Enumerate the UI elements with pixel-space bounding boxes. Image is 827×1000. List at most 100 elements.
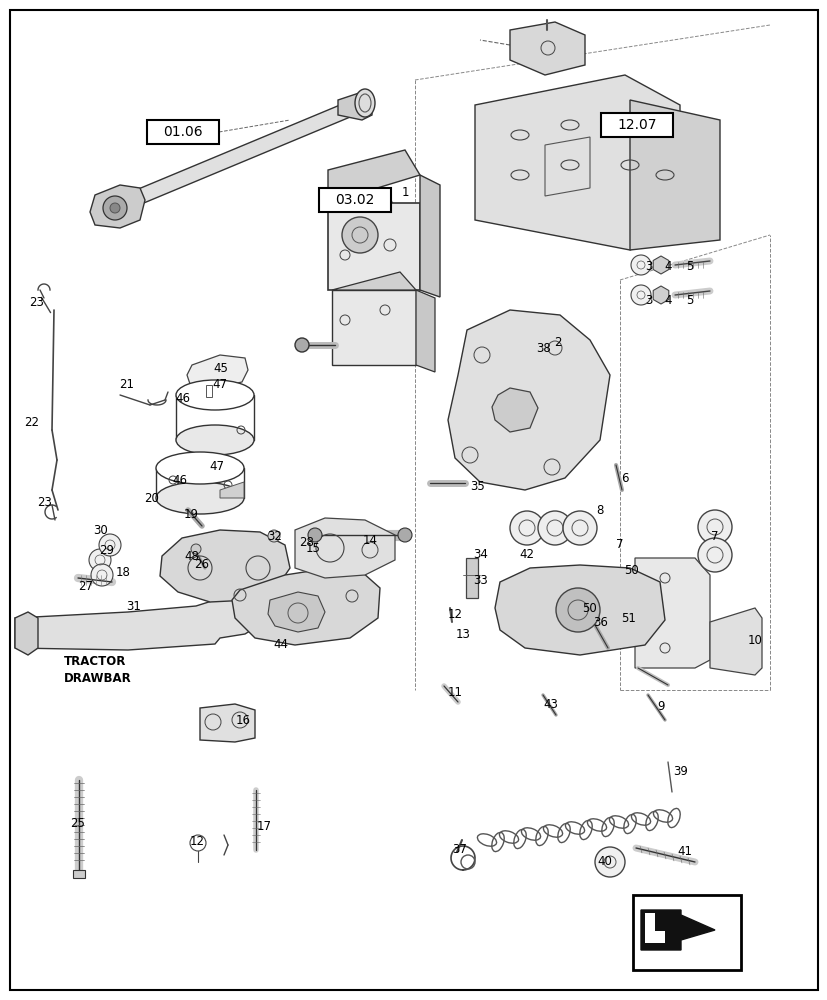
Text: 31: 31 [127, 599, 141, 612]
Circle shape [268, 530, 280, 542]
Text: 9: 9 [657, 700, 664, 714]
Ellipse shape [155, 452, 244, 484]
Ellipse shape [176, 380, 254, 410]
Polygon shape [268, 592, 325, 632]
Text: 16: 16 [235, 714, 251, 726]
Text: 50: 50 [582, 601, 596, 614]
Ellipse shape [155, 482, 244, 514]
Circle shape [595, 847, 624, 877]
Text: 19: 19 [184, 508, 198, 522]
Text: 27: 27 [79, 580, 93, 592]
Text: 7: 7 [615, 538, 623, 552]
Text: 4: 4 [663, 259, 671, 272]
Polygon shape [294, 518, 394, 578]
Circle shape [110, 203, 120, 213]
Circle shape [630, 255, 650, 275]
Text: 3: 3 [644, 259, 652, 272]
Polygon shape [415, 290, 434, 372]
Circle shape [103, 196, 127, 220]
Circle shape [697, 538, 731, 572]
Polygon shape [232, 568, 380, 645]
Polygon shape [15, 594, 258, 650]
Polygon shape [419, 175, 439, 297]
Text: 26: 26 [194, 558, 209, 570]
Polygon shape [327, 203, 419, 290]
Polygon shape [491, 388, 538, 432]
Text: 43: 43 [543, 698, 557, 712]
Text: 47: 47 [209, 460, 224, 474]
Text: 46: 46 [175, 391, 190, 404]
Text: 23: 23 [37, 496, 52, 510]
Text: 41: 41 [676, 845, 691, 858]
Circle shape [294, 338, 308, 352]
Polygon shape [100, 105, 355, 215]
Text: TRACTOR
DRAWBAR: TRACTOR DRAWBAR [64, 655, 131, 685]
Text: 30: 30 [93, 524, 108, 536]
Text: 34: 34 [473, 548, 488, 562]
Bar [600, 113, 672, 137]
Text: 20: 20 [145, 491, 160, 504]
Text: 51: 51 [621, 611, 636, 624]
Text: 1: 1 [401, 186, 409, 200]
Text: 11: 11 [447, 686, 462, 700]
Circle shape [308, 528, 322, 542]
Polygon shape [640, 910, 715, 950]
Text: 39: 39 [672, 765, 687, 778]
Text: 6: 6 [620, 472, 628, 485]
Text: 12: 12 [447, 608, 462, 621]
Polygon shape [90, 185, 145, 228]
Polygon shape [337, 92, 371, 120]
Text: 32: 32 [267, 530, 282, 542]
Bar [466, 558, 477, 598]
Text: 25: 25 [70, 817, 85, 830]
Circle shape [538, 511, 571, 545]
Text: 48: 48 [184, 550, 199, 564]
Circle shape [342, 217, 378, 253]
Text: 22: 22 [25, 416, 40, 428]
Circle shape [630, 285, 650, 305]
Text: 38: 38 [536, 342, 551, 355]
Bar [147, 120, 218, 144]
Circle shape [562, 511, 596, 545]
Text: 2: 2 [553, 336, 561, 350]
Text: 12.07: 12.07 [616, 118, 656, 132]
Circle shape [91, 564, 112, 586]
Text: 8: 8 [595, 504, 603, 516]
Polygon shape [332, 290, 415, 365]
Ellipse shape [176, 425, 254, 455]
Text: 45: 45 [213, 361, 228, 374]
Circle shape [398, 528, 412, 542]
Circle shape [88, 549, 111, 571]
Text: 36: 36 [593, 615, 608, 629]
Text: 15: 15 [305, 542, 320, 554]
Text: 14: 14 [362, 534, 377, 546]
Text: 03.02: 03.02 [335, 193, 375, 207]
Text: 3: 3 [644, 294, 652, 306]
Text: 35: 35 [470, 481, 485, 493]
Polygon shape [160, 530, 289, 602]
Polygon shape [332, 272, 415, 290]
Polygon shape [495, 565, 664, 655]
Text: 4: 4 [663, 294, 671, 306]
Circle shape [191, 544, 201, 554]
Text: 37: 37 [452, 843, 467, 856]
Text: 5: 5 [686, 259, 693, 272]
Circle shape [697, 510, 731, 544]
Text: 40: 40 [597, 855, 612, 868]
Text: 21: 21 [119, 378, 134, 391]
Bar [206, 385, 212, 397]
Text: 17: 17 [256, 820, 271, 833]
Text: 23: 23 [30, 296, 45, 310]
Text: 46: 46 [172, 475, 187, 488]
Text: 28: 28 [299, 536, 314, 550]
Polygon shape [15, 612, 38, 655]
Text: 44: 44 [273, 638, 288, 650]
Polygon shape [187, 355, 248, 388]
Polygon shape [447, 310, 609, 490]
Text: 42: 42 [519, 548, 534, 560]
Bar [318, 188, 390, 212]
Text: 50: 50 [624, 564, 638, 576]
Text: 10: 10 [747, 635, 762, 648]
Text: 01.06: 01.06 [163, 125, 203, 139]
Polygon shape [629, 100, 719, 250]
